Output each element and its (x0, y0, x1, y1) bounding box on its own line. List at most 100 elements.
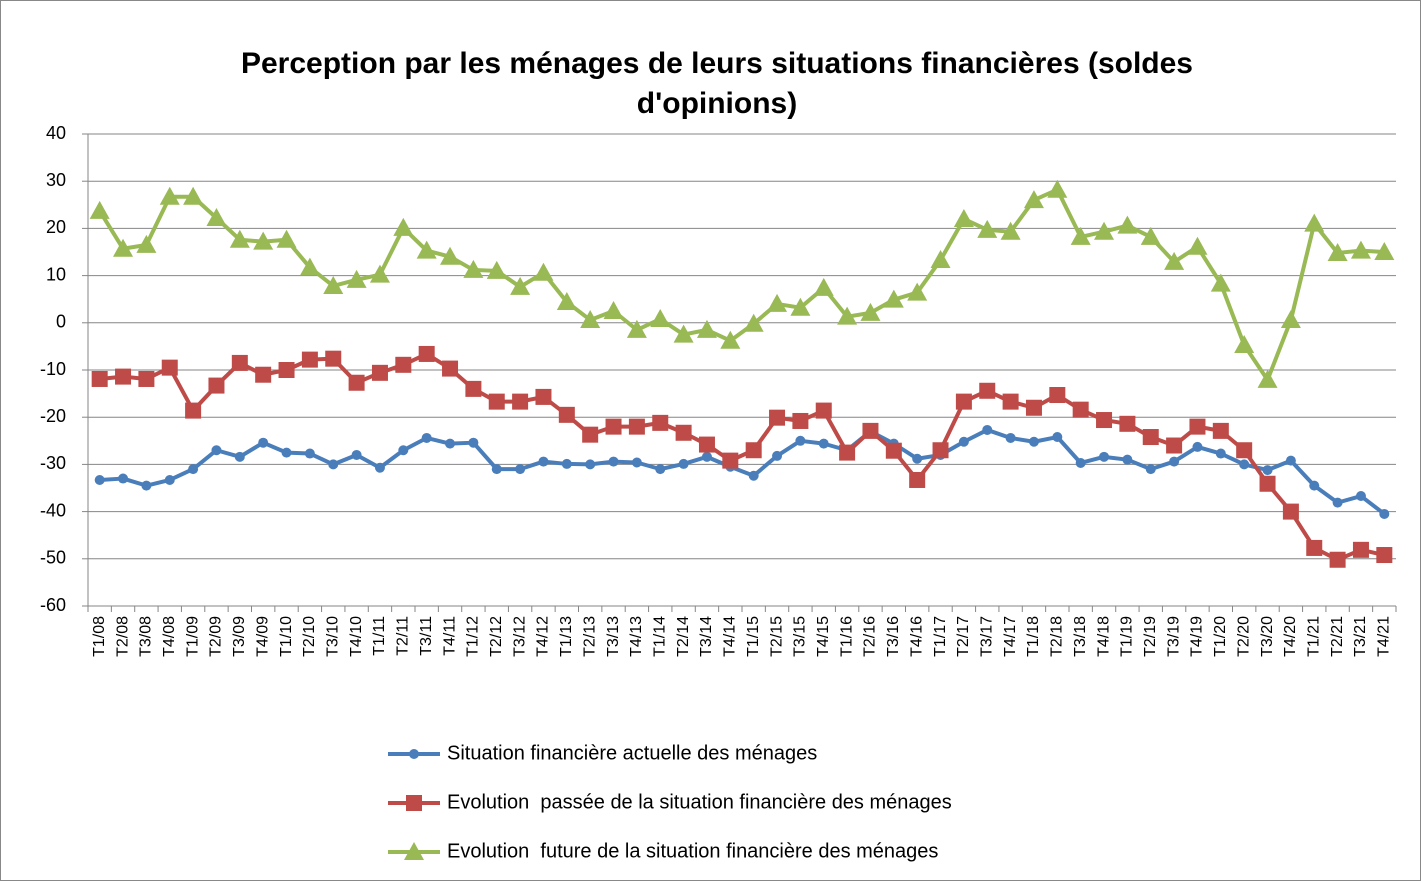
x-tick-label: T3/21 (1352, 616, 1369, 657)
point (675, 424, 692, 441)
x-tick-label: T2/08 (114, 616, 131, 657)
point (977, 219, 998, 238)
x-tick-label: T3/10 (324, 616, 341, 657)
point (491, 464, 502, 475)
point (406, 795, 422, 811)
point (722, 452, 739, 469)
y-tick-label: -10 (40, 359, 66, 379)
chart-title: Perception par les ménages de leurs situ… (240, 47, 1193, 120)
point (696, 319, 717, 338)
point (416, 240, 437, 259)
point (409, 749, 419, 759)
point (558, 406, 575, 423)
point (369, 264, 390, 283)
point (561, 458, 572, 469)
point (1094, 221, 1115, 240)
x-tick-label: T1/18 (1025, 616, 1042, 657)
point (673, 324, 694, 343)
x-tick-label: T2/11 (395, 616, 412, 656)
x-tick-label: T4/19 (1189, 616, 1206, 657)
point (743, 313, 764, 332)
point (1304, 213, 1325, 232)
x-tick-label: T2/16 (862, 616, 879, 657)
point (488, 393, 505, 410)
y-tick-label: -50 (40, 548, 66, 568)
point (556, 292, 577, 311)
point (1215, 448, 1226, 459)
legend-label: Evolution passée de la situation financi… (447, 791, 952, 813)
point (1259, 475, 1276, 492)
x-tick-label: T1/20 (1212, 616, 1229, 657)
point (91, 370, 108, 387)
point (421, 432, 432, 443)
x-tick-label: T4/20 (1282, 616, 1299, 657)
point (325, 350, 342, 367)
series-line (97, 187, 1385, 382)
point (465, 380, 482, 397)
point (164, 474, 175, 485)
legend-label: Situation financière actuelle des ménage… (447, 742, 817, 764)
point (1189, 418, 1206, 435)
point (113, 238, 134, 257)
point (1327, 242, 1348, 261)
point (1212, 422, 1229, 439)
point (885, 442, 902, 459)
point (1140, 226, 1161, 245)
point (1332, 497, 1343, 508)
point (395, 356, 412, 373)
point (323, 275, 344, 294)
point (258, 437, 269, 448)
point (1070, 226, 1091, 245)
point (1257, 369, 1278, 388)
point (652, 414, 669, 431)
point (958, 436, 969, 447)
point (371, 364, 388, 381)
x-tick-label: T2/12 (488, 616, 505, 657)
point (626, 319, 647, 338)
x-tick-label: T2/20 (1235, 616, 1252, 657)
point (1023, 190, 1044, 209)
point (404, 842, 424, 860)
point (1355, 491, 1366, 502)
x-tick-label: T1/21 (1305, 616, 1322, 657)
point (1145, 464, 1156, 475)
point (860, 302, 881, 321)
point (1052, 432, 1063, 443)
point (1049, 387, 1066, 404)
x-tick-label: T4/21 (1376, 616, 1393, 657)
point (907, 282, 928, 301)
point (767, 293, 788, 312)
point (94, 474, 105, 485)
point (678, 458, 689, 469)
point (229, 229, 250, 248)
point (628, 418, 645, 435)
point (1285, 455, 1296, 466)
point (138, 370, 155, 387)
x-tick-label: T2/19 (1142, 616, 1159, 657)
point (1309, 480, 1320, 491)
point (912, 453, 923, 464)
x-tick-label: T1/17 (932, 616, 949, 657)
point (301, 351, 318, 368)
x-tick-label: T2/15 (768, 616, 785, 657)
point (1379, 508, 1390, 519)
x-tick-label: T4/10 (348, 616, 365, 657)
y-tick-label: -60 (40, 595, 66, 615)
point (512, 393, 529, 410)
point (1002, 393, 1019, 410)
x-tick-label: T1/08 (91, 616, 108, 657)
point (351, 449, 362, 460)
point (582, 426, 599, 443)
point (1282, 503, 1299, 520)
point (748, 470, 759, 481)
point (1376, 547, 1393, 564)
x-tick-label: T4/18 (1095, 616, 1112, 657)
point (278, 362, 295, 378)
point (883, 289, 904, 308)
point (795, 435, 806, 446)
x-tick-label: T2/09 (208, 616, 225, 657)
point (1164, 251, 1185, 270)
point (348, 374, 365, 391)
point (1192, 441, 1203, 452)
legend-label: Evolution future de la situation financi… (447, 840, 938, 862)
